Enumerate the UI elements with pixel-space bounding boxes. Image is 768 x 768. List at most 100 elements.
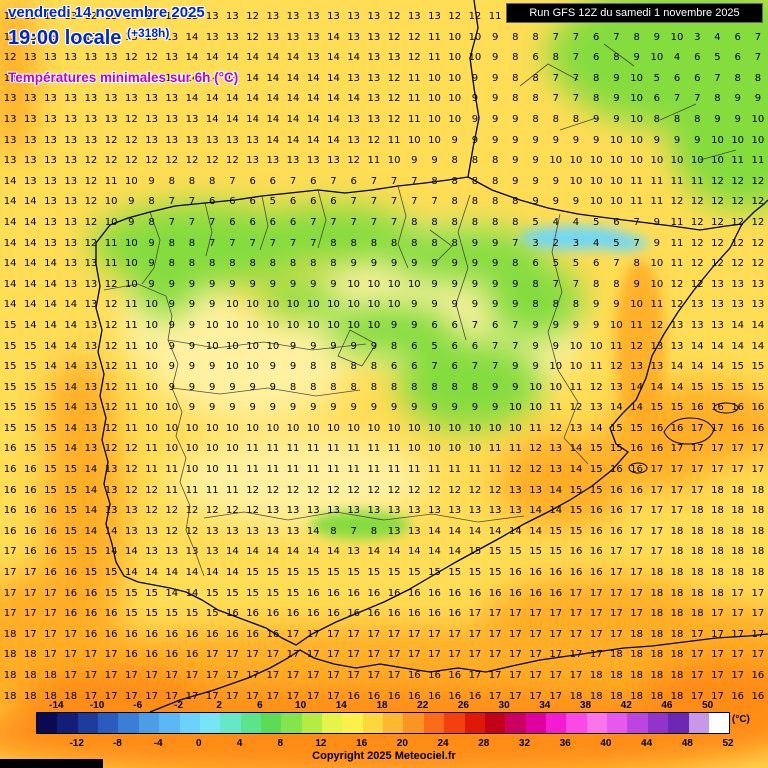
- temp-value: 13: [165, 52, 179, 64]
- temp-value: 9: [330, 278, 337, 290]
- temp-value: 14: [670, 361, 684, 373]
- temp-value: 18: [670, 690, 684, 702]
- temp-value: 12: [751, 196, 765, 208]
- temp-value: 7: [754, 52, 762, 64]
- temp-value: 11: [407, 72, 421, 84]
- temp-value: 12: [589, 381, 603, 393]
- temp-value: 9: [431, 258, 438, 270]
- temp-value: 12: [104, 31, 118, 43]
- temp-value: 13: [64, 175, 78, 187]
- legend-tick-label: -6: [133, 700, 143, 711]
- cyan-field-blobs: [310, 226, 648, 539]
- temp-value: 14: [610, 402, 623, 414]
- temp-value: 5: [552, 258, 559, 270]
- temp-value: 16: [266, 628, 280, 640]
- temp-value: 13: [64, 155, 78, 167]
- temp-value: 7: [269, 237, 277, 249]
- temp-value: 10: [226, 422, 239, 434]
- temp-value: 17: [650, 505, 664, 517]
- temp-value: 10: [327, 422, 340, 434]
- temp-value: 9: [269, 402, 277, 414]
- temp-value: 9: [471, 134, 479, 146]
- temp-value: 17: [306, 690, 320, 702]
- temp-value: 10: [145, 422, 158, 434]
- temp-value: 17: [44, 628, 57, 640]
- temp-value: 16: [448, 690, 462, 702]
- temp-value: 8: [451, 237, 458, 249]
- temp-value: 14: [3, 196, 17, 208]
- temp-value: 14: [205, 72, 219, 84]
- temp-value: 14: [23, 258, 37, 270]
- temp-value: 7: [209, 216, 216, 228]
- temp-value: 12: [367, 134, 381, 146]
- legend-cell: [607, 713, 628, 733]
- temp-value: 12: [84, 216, 98, 228]
- temp-value: 12: [327, 484, 340, 496]
- temp-value: 13: [84, 52, 98, 64]
- temp-value: 13: [286, 155, 300, 167]
- temp-value: 9: [512, 134, 519, 146]
- legend-bottom-labels: -12 -8 -4 0 4 8 12 16 20 24 28 32 36 40 44 48 52: [36, 738, 733, 750]
- legend-tick-label: 10: [295, 700, 307, 711]
- temp-value: 9: [552, 319, 559, 331]
- temp-value: 13: [104, 93, 118, 105]
- temp-value: 10: [569, 340, 583, 352]
- temp-value: 13: [124, 505, 138, 517]
- temp-value: 14: [64, 361, 78, 373]
- temp-value: 8: [148, 216, 155, 228]
- temp-value: 9: [310, 402, 317, 414]
- temp-value: 17: [104, 690, 118, 702]
- portugal-border: [103, 283, 205, 577]
- temp-value: 8: [188, 237, 196, 249]
- temp-value: 12: [751, 175, 765, 187]
- temp-value: 9: [249, 278, 256, 290]
- legend-cell: [281, 713, 302, 733]
- temp-value: 11: [286, 443, 300, 455]
- temp-value: 12: [448, 484, 462, 496]
- temp-value: 15: [44, 484, 57, 496]
- temp-value: 8: [451, 381, 458, 393]
- temp-value: 10: [246, 299, 259, 311]
- legend-tick-label: 44: [641, 738, 653, 749]
- temp-value: 17: [165, 690, 179, 702]
- temp-value: 9: [411, 402, 418, 414]
- temp-value: 8: [633, 31, 640, 43]
- legend-cell: [403, 713, 424, 733]
- temp-value: 17: [589, 628, 603, 640]
- temp-value: 14: [64, 340, 78, 352]
- temp-value: 11: [448, 464, 462, 476]
- legend-cell: [342, 713, 363, 733]
- temp-value: 13: [387, 505, 401, 517]
- temp-value: 13: [104, 11, 118, 22]
- temp-value: 7: [714, 72, 721, 84]
- temp-value: 15: [64, 525, 78, 537]
- temp-value: 17: [670, 443, 684, 455]
- temp-value: 9: [593, 113, 600, 125]
- temp-value: 16: [428, 608, 441, 620]
- temp-value: 11: [751, 155, 765, 167]
- temp-value: 17: [711, 649, 724, 661]
- temp-value: 12: [3, 52, 17, 64]
- temp-value: 10: [751, 113, 765, 125]
- temp-value: 14: [286, 52, 300, 64]
- temp-value: 14: [246, 546, 259, 558]
- temp-value: 14: [266, 134, 280, 146]
- temp-value: 12: [711, 258, 724, 270]
- temp-value: 15: [226, 587, 239, 599]
- temp-value: 13: [205, 546, 219, 558]
- temp-value: 17: [246, 670, 259, 681]
- temp-value: 12: [286, 484, 300, 496]
- temp-value: 13: [306, 11, 320, 22]
- temp-value: 18: [731, 567, 745, 579]
- temp-value: 15: [23, 340, 37, 352]
- temp-value: 7: [229, 237, 236, 249]
- temp-value: 16: [407, 608, 421, 620]
- temp-value: 11: [104, 237, 118, 249]
- temp-value: 13: [428, 505, 441, 517]
- temp-value: 8: [471, 381, 479, 393]
- temp-value: 16: [589, 525, 603, 537]
- temp-value: 18: [690, 546, 704, 558]
- temp-value: 17: [529, 649, 542, 661]
- legend-tick-label: 36: [559, 738, 571, 749]
- temp-value: 17: [711, 670, 724, 681]
